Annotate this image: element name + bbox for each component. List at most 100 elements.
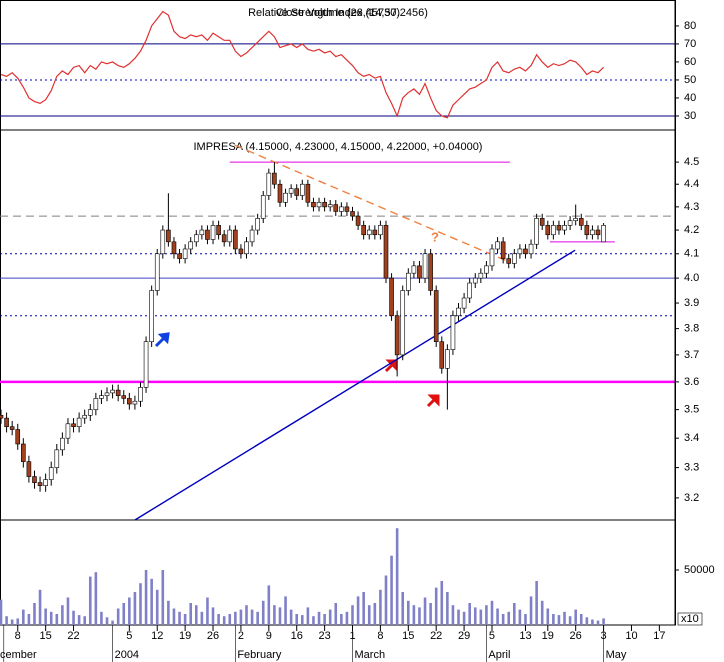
y-tick-label: 3.8 bbox=[684, 323, 699, 335]
volume-bar bbox=[0, 599, 3, 625]
volume-bar bbox=[256, 611, 259, 625]
month-label: May bbox=[606, 649, 627, 661]
candle-body bbox=[299, 183, 305, 196]
volume-bar bbox=[295, 613, 299, 625]
volume-bar bbox=[390, 555, 393, 625]
volume-bar bbox=[300, 615, 304, 625]
candle-body bbox=[149, 290, 154, 342]
y-tick-label: 3.3 bbox=[684, 461, 699, 473]
volume-bar bbox=[468, 602, 471, 625]
volume-bar bbox=[245, 605, 248, 625]
volume-bar bbox=[155, 589, 159, 625]
volume-bar bbox=[563, 611, 566, 625]
candle-body bbox=[60, 437, 65, 451]
volume-bar bbox=[473, 607, 477, 625]
month-label: 2004 bbox=[115, 649, 139, 661]
candle-body bbox=[573, 218, 578, 222]
volume-bar bbox=[61, 605, 64, 625]
x-tick-label: 10 bbox=[625, 630, 637, 642]
volume-bar bbox=[189, 602, 193, 625]
volume-bar bbox=[317, 611, 321, 625]
candle-body bbox=[428, 253, 433, 291]
x-tick-label: 12 bbox=[151, 630, 163, 642]
volume-bar bbox=[579, 613, 583, 625]
volume-bar bbox=[345, 611, 349, 625]
volume-bar bbox=[228, 613, 232, 625]
candle-body bbox=[316, 201, 322, 208]
volume-bar bbox=[278, 607, 282, 625]
volume-bar bbox=[535, 580, 538, 625]
volume-bar bbox=[518, 609, 522, 625]
candle-body bbox=[199, 229, 205, 236]
candle-body bbox=[411, 265, 417, 274]
volume-bar bbox=[178, 611, 181, 625]
volume-bar bbox=[77, 615, 81, 625]
volume-bar bbox=[217, 613, 220, 625]
y-tick-label: 70 bbox=[684, 38, 696, 50]
volume-bar bbox=[312, 616, 315, 625]
volume-bar bbox=[72, 610, 75, 625]
volume-bar bbox=[540, 600, 544, 625]
candle-body bbox=[327, 204, 333, 208]
y-tick-label: 3.4 bbox=[684, 432, 699, 444]
candle-body bbox=[456, 307, 461, 317]
y-tick-label: 40 bbox=[684, 92, 696, 104]
volume-bar bbox=[440, 580, 444, 625]
volume-bar bbox=[111, 620, 114, 625]
candle-body bbox=[590, 229, 595, 236]
candle-body bbox=[478, 272, 484, 279]
volume-bar bbox=[412, 605, 416, 625]
x-tick-label: 15 bbox=[402, 630, 414, 642]
y-tick-label: 3.7 bbox=[684, 349, 699, 361]
candle-body bbox=[422, 253, 428, 279]
candle-body bbox=[383, 225, 389, 279]
candle-body bbox=[562, 225, 567, 231]
volume-bar bbox=[44, 608, 47, 625]
candle-body bbox=[188, 241, 194, 250]
candle-body bbox=[4, 417, 9, 427]
candle-body bbox=[65, 423, 71, 439]
volume-bar bbox=[384, 575, 388, 625]
arrow bbox=[384, 359, 398, 373]
candle-body bbox=[104, 392, 110, 396]
candle-body bbox=[127, 398, 132, 405]
month-label: February bbox=[237, 649, 282, 661]
volume-bar bbox=[261, 600, 265, 625]
candle-body bbox=[495, 241, 500, 250]
candle-body bbox=[556, 225, 562, 231]
volume-bar bbox=[496, 608, 499, 625]
candle-body bbox=[517, 248, 523, 255]
volume-bar bbox=[552, 613, 555, 625]
candle-body bbox=[294, 188, 300, 196]
volume-bar bbox=[546, 608, 550, 625]
volume-bar bbox=[128, 597, 131, 625]
month-label: April bbox=[488, 649, 510, 661]
y-tick-label: 30 bbox=[684, 110, 696, 122]
scale-label: x10 bbox=[681, 613, 699, 625]
x-tick-label: 26 bbox=[570, 630, 582, 642]
candle-body bbox=[26, 461, 32, 477]
volume-bar bbox=[323, 613, 326, 625]
candle-body bbox=[205, 229, 210, 240]
volume-bar bbox=[418, 607, 421, 625]
volume-bar bbox=[161, 569, 165, 625]
candle-body bbox=[233, 229, 238, 250]
volume-bar bbox=[122, 602, 126, 625]
volume-bar bbox=[234, 611, 237, 625]
arrow bbox=[426, 394, 440, 408]
candle-body bbox=[366, 229, 372, 236]
volume-bar bbox=[194, 605, 198, 625]
candle-body bbox=[534, 218, 539, 245]
candle-body bbox=[260, 195, 266, 219]
candle-body bbox=[182, 248, 188, 259]
x-tick-label: 8 bbox=[377, 630, 383, 642]
candle-body bbox=[244, 241, 249, 255]
candle-body bbox=[210, 225, 216, 240]
volume-bar bbox=[94, 572, 98, 625]
volume-bar bbox=[334, 602, 338, 625]
volume-bar bbox=[340, 613, 343, 625]
candle-body bbox=[238, 248, 244, 255]
volume-bar bbox=[16, 618, 20, 625]
candle-body bbox=[567, 220, 573, 226]
